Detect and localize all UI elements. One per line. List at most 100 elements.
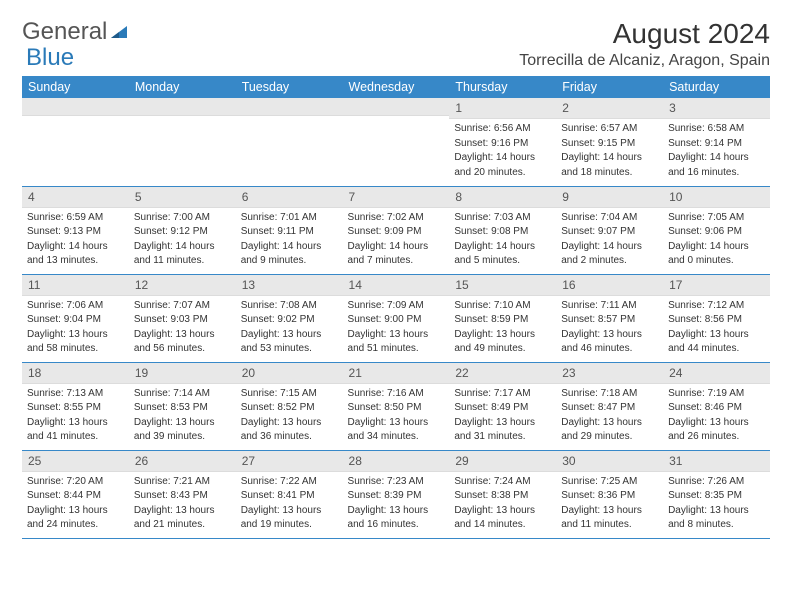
sunrise-text: Sunrise: 7:01 AM xyxy=(241,211,338,225)
cell-details: Sunrise: 7:05 AMSunset: 9:06 PMDaylight:… xyxy=(663,208,770,272)
date-number: 28 xyxy=(343,451,450,472)
daylight1-text: Daylight: 14 hours xyxy=(348,240,445,254)
day-header-monday: Monday xyxy=(129,76,236,98)
calendar-cell: 18Sunrise: 7:13 AMSunset: 8:55 PMDayligh… xyxy=(22,362,129,450)
daylight1-text: Daylight: 13 hours xyxy=(561,416,658,430)
date-number xyxy=(22,98,129,116)
date-number: 25 xyxy=(22,451,129,472)
sunset-text: Sunset: 8:36 PM xyxy=(561,489,658,503)
date-number: 21 xyxy=(343,363,450,384)
daylight1-text: Daylight: 14 hours xyxy=(561,240,658,254)
sunset-text: Sunset: 8:57 PM xyxy=(561,313,658,327)
cell-details: Sunrise: 7:10 AMSunset: 8:59 PMDaylight:… xyxy=(449,296,556,360)
daylight2-text: and 44 minutes. xyxy=(668,342,765,356)
calendar-cell: 30Sunrise: 7:25 AMSunset: 8:36 PMDayligh… xyxy=(556,450,663,538)
calendar-cell: 31Sunrise: 7:26 AMSunset: 8:35 PMDayligh… xyxy=(663,450,770,538)
daylight1-text: Daylight: 13 hours xyxy=(348,416,445,430)
daylight2-text: and 14 minutes. xyxy=(454,518,551,532)
sunset-text: Sunset: 9:11 PM xyxy=(241,225,338,239)
cell-details: Sunrise: 7:11 AMSunset: 8:57 PMDaylight:… xyxy=(556,296,663,360)
sunset-text: Sunset: 9:13 PM xyxy=(27,225,124,239)
sunrise-text: Sunrise: 7:19 AM xyxy=(668,387,765,401)
daylight1-text: Daylight: 14 hours xyxy=(27,240,124,254)
daylight1-text: Daylight: 13 hours xyxy=(454,416,551,430)
day-header-row: Sunday Monday Tuesday Wednesday Thursday… xyxy=(22,76,770,98)
daylight2-text: and 11 minutes. xyxy=(134,254,231,268)
date-number: 17 xyxy=(663,275,770,296)
calendar-cell: 29Sunrise: 7:24 AMSunset: 8:38 PMDayligh… xyxy=(449,450,556,538)
date-number: 29 xyxy=(449,451,556,472)
calendar-cell xyxy=(236,98,343,186)
cell-details: Sunrise: 7:12 AMSunset: 8:56 PMDaylight:… xyxy=(663,296,770,360)
daylight2-text: and 21 minutes. xyxy=(134,518,231,532)
cell-details: Sunrise: 7:07 AMSunset: 9:03 PMDaylight:… xyxy=(129,296,236,360)
calendar-cell xyxy=(22,98,129,186)
calendar-row: 25Sunrise: 7:20 AMSunset: 8:44 PMDayligh… xyxy=(22,450,770,538)
cell-details: Sunrise: 7:14 AMSunset: 8:53 PMDaylight:… xyxy=(129,384,236,448)
cell-details: Sunrise: 7:03 AMSunset: 9:08 PMDaylight:… xyxy=(449,208,556,272)
sunrise-text: Sunrise: 7:06 AM xyxy=(27,299,124,313)
sunset-text: Sunset: 9:03 PM xyxy=(134,313,231,327)
daylight2-text: and 16 minutes. xyxy=(348,518,445,532)
calendar-cell: 15Sunrise: 7:10 AMSunset: 8:59 PMDayligh… xyxy=(449,274,556,362)
sunrise-text: Sunrise: 7:22 AM xyxy=(241,475,338,489)
daylight2-text: and 29 minutes. xyxy=(561,430,658,444)
calendar-cell: 17Sunrise: 7:12 AMSunset: 8:56 PMDayligh… xyxy=(663,274,770,362)
day-header-friday: Friday xyxy=(556,76,663,98)
daylight1-text: Daylight: 13 hours xyxy=(668,416,765,430)
day-header-tuesday: Tuesday xyxy=(236,76,343,98)
date-number: 31 xyxy=(663,451,770,472)
calendar-cell: 27Sunrise: 7:22 AMSunset: 8:41 PMDayligh… xyxy=(236,450,343,538)
calendar-table: Sunday Monday Tuesday Wednesday Thursday… xyxy=(22,76,770,539)
daylight2-text: and 13 minutes. xyxy=(27,254,124,268)
date-number: 23 xyxy=(556,363,663,384)
sunset-text: Sunset: 9:14 PM xyxy=(668,137,765,151)
daylight1-text: Daylight: 14 hours xyxy=(134,240,231,254)
daylight2-text: and 19 minutes. xyxy=(241,518,338,532)
logo-blue-text: Blue xyxy=(26,44,74,72)
sunrise-text: Sunrise: 7:13 AM xyxy=(27,387,124,401)
calendar-cell: 12Sunrise: 7:07 AMSunset: 9:03 PMDayligh… xyxy=(129,274,236,362)
calendar-cell: 9Sunrise: 7:04 AMSunset: 9:07 PMDaylight… xyxy=(556,186,663,274)
daylight1-text: Daylight: 14 hours xyxy=(241,240,338,254)
cell-details: Sunrise: 7:21 AMSunset: 8:43 PMDaylight:… xyxy=(129,472,236,536)
sunset-text: Sunset: 8:55 PM xyxy=(27,401,124,415)
daylight1-text: Daylight: 13 hours xyxy=(134,504,231,518)
calendar-cell: 14Sunrise: 7:09 AMSunset: 9:00 PMDayligh… xyxy=(343,274,450,362)
date-number: 12 xyxy=(129,275,236,296)
calendar-cell: 5Sunrise: 7:00 AMSunset: 9:12 PMDaylight… xyxy=(129,186,236,274)
daylight1-text: Daylight: 13 hours xyxy=(241,416,338,430)
sunrise-text: Sunrise: 7:25 AM xyxy=(561,475,658,489)
date-number: 4 xyxy=(22,187,129,208)
calendar-cell: 19Sunrise: 7:14 AMSunset: 8:53 PMDayligh… xyxy=(129,362,236,450)
sunrise-text: Sunrise: 7:14 AM xyxy=(134,387,231,401)
sunset-text: Sunset: 8:47 PM xyxy=(561,401,658,415)
daylight1-text: Daylight: 13 hours xyxy=(348,328,445,342)
calendar-cell: 6Sunrise: 7:01 AMSunset: 9:11 PMDaylight… xyxy=(236,186,343,274)
daylight1-text: Daylight: 13 hours xyxy=(134,416,231,430)
cell-details: Sunrise: 7:22 AMSunset: 8:41 PMDaylight:… xyxy=(236,472,343,536)
date-number: 8 xyxy=(449,187,556,208)
daylight2-text: and 9 minutes. xyxy=(241,254,338,268)
date-number: 1 xyxy=(449,98,556,119)
sunrise-text: Sunrise: 7:26 AM xyxy=(668,475,765,489)
daylight2-text: and 8 minutes. xyxy=(668,518,765,532)
sunset-text: Sunset: 9:15 PM xyxy=(561,137,658,151)
date-number: 27 xyxy=(236,451,343,472)
day-header-wednesday: Wednesday xyxy=(343,76,450,98)
calendar-cell: 23Sunrise: 7:18 AMSunset: 8:47 PMDayligh… xyxy=(556,362,663,450)
daylight1-text: Daylight: 13 hours xyxy=(454,328,551,342)
date-number: 15 xyxy=(449,275,556,296)
date-number xyxy=(236,98,343,116)
calendar-cell: 2Sunrise: 6:57 AMSunset: 9:15 PMDaylight… xyxy=(556,98,663,186)
date-number: 11 xyxy=(22,275,129,296)
daylight2-text: and 39 minutes. xyxy=(134,430,231,444)
calendar-cell: 4Sunrise: 6:59 AMSunset: 9:13 PMDaylight… xyxy=(22,186,129,274)
calendar-cell: 11Sunrise: 7:06 AMSunset: 9:04 PMDayligh… xyxy=(22,274,129,362)
calendar-cell xyxy=(129,98,236,186)
header-right: August 2024 Torrecilla de Alcaniz, Arago… xyxy=(519,18,770,70)
date-number: 30 xyxy=(556,451,663,472)
sunset-text: Sunset: 8:39 PM xyxy=(348,489,445,503)
daylight2-text: and 41 minutes. xyxy=(27,430,124,444)
sunset-text: Sunset: 8:35 PM xyxy=(668,489,765,503)
